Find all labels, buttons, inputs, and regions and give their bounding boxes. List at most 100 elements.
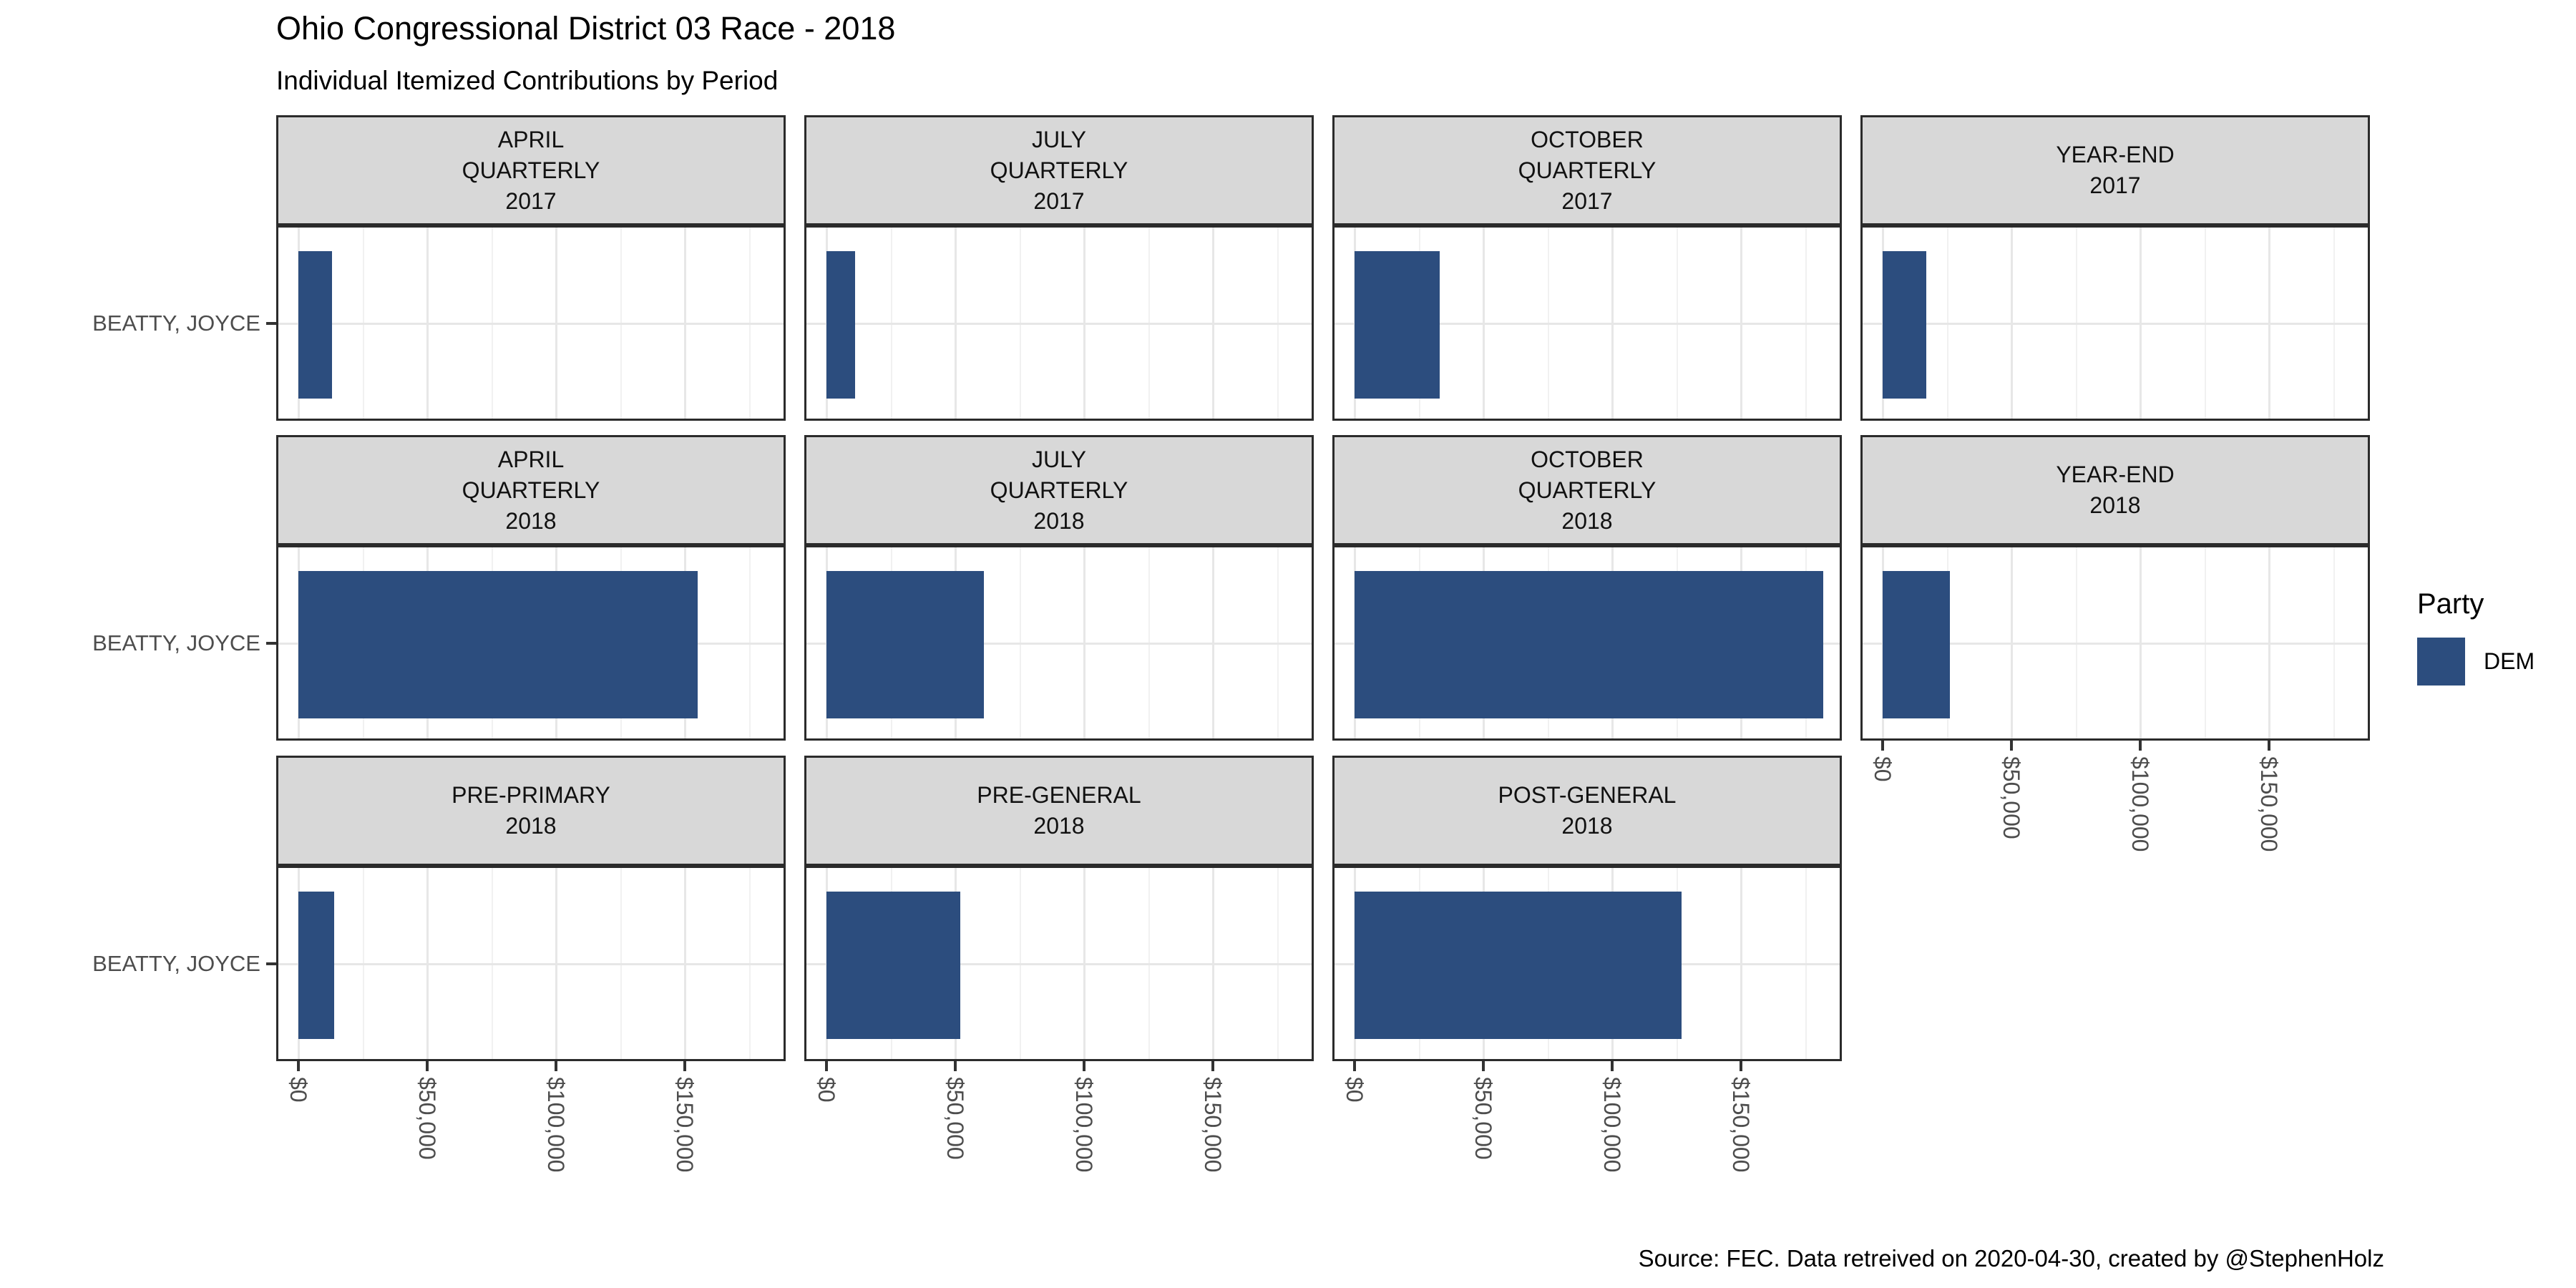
gridline-horizontal <box>806 962 1312 965</box>
x-axis-tick <box>2010 741 2013 751</box>
facet-strip: OCTOBER QUARTERLY 2018 <box>1332 435 1842 545</box>
y-axis-tick <box>266 321 276 325</box>
contribution-bar <box>298 892 334 1039</box>
gridline-horizontal <box>278 962 784 965</box>
x-axis-tick <box>954 1061 957 1071</box>
facet-strip: APRIL QUARTERLY 2017 <box>276 115 786 225</box>
contribution-bar <box>298 251 332 399</box>
facet-strip-label: YEAR-END 2017 <box>2056 142 2175 198</box>
facet-strip-label: OCTOBER QUARTERLY 2018 <box>1518 446 1657 534</box>
chart-subtitle: Individual Itemized Contributions by Per… <box>276 66 779 95</box>
x-axis-tick-label: $100,000 <box>1071 1077 1097 1173</box>
facet-strip: POST-GENERAL 2018 <box>1332 756 1842 866</box>
x-axis-tick-label: $50,000 <box>1999 756 2024 839</box>
x-axis-tick <box>2268 741 2270 751</box>
gridline-horizontal <box>278 322 784 325</box>
y-axis-label: BEATTY, JOYCE <box>92 950 260 976</box>
facet-panel <box>804 866 1314 1061</box>
facet-panel <box>1332 866 1842 1061</box>
facet-strip-label: YEAR-END 2018 <box>2056 462 2175 518</box>
facet-panel <box>276 545 786 741</box>
x-axis-tick-label: $0 <box>1342 1077 1367 1103</box>
x-axis-tick <box>1353 1061 1356 1071</box>
facet-strip: OCTOBER QUARTERLY 2017 <box>1332 115 1842 225</box>
facet-panel <box>276 225 786 421</box>
facet-strip: PRE-PRIMARY 2018 <box>276 756 786 866</box>
facet-strip-label: OCTOBER QUARTERLY 2017 <box>1518 126 1657 214</box>
contribution-bar <box>1883 571 1950 718</box>
facet-panel <box>804 225 1314 421</box>
x-axis-tick <box>1083 1061 1085 1071</box>
x-axis-tick <box>2139 741 2142 751</box>
x-axis-tick-label: $0 <box>286 1077 311 1103</box>
x-axis-tick-label: $50,000 <box>414 1077 440 1160</box>
contribution-bar <box>1355 892 1682 1039</box>
facet-strip-label: APRIL QUARTERLY 2017 <box>462 126 600 214</box>
facet-strip-label: JULY QUARTERLY 2017 <box>990 126 1128 214</box>
legend: Party DEM <box>2417 588 2534 686</box>
y-axis-tick <box>266 641 276 645</box>
gridline-horizontal <box>806 322 1312 325</box>
legend-title: Party <box>2417 588 2484 620</box>
x-axis-tick-label: $100,000 <box>543 1077 569 1173</box>
facet-strip: YEAR-END 2018 <box>1860 435 2370 545</box>
x-axis-tick-label: $100,000 <box>2127 756 2153 852</box>
facet-panel <box>1860 545 2370 741</box>
legend-entries: DEM <box>2417 638 2534 686</box>
facet-panel <box>1332 545 1842 741</box>
facet-strip: YEAR-END 2017 <box>1860 115 2370 225</box>
gridline-horizontal <box>806 642 1312 645</box>
x-axis-tick <box>555 1061 557 1071</box>
x-axis-tick <box>683 1061 686 1071</box>
source-caption: Source: FEC. Data retreived on 2020-04-3… <box>1638 1245 2384 1272</box>
facet-strip: JULY QUARTERLY 2018 <box>804 435 1314 545</box>
x-axis-tick <box>1881 741 1884 751</box>
x-axis-tick <box>297 1061 300 1071</box>
contribution-bar <box>1355 571 1823 718</box>
legend-entry: DEM <box>2417 638 2534 686</box>
x-axis-tick-label: $0 <box>814 1077 839 1103</box>
facet-panel <box>804 545 1314 741</box>
x-axis-tick-label: $150,000 <box>1728 1077 1754 1173</box>
facet-panel <box>276 866 786 1061</box>
contribution-bar <box>826 892 960 1039</box>
legend-entry-label: DEM <box>2484 648 2535 674</box>
x-axis-tick-label: $50,000 <box>942 1077 968 1160</box>
facet-strip-label: POST-GENERAL 2018 <box>1498 782 1677 839</box>
facet-strip: JULY QUARTERLY 2017 <box>804 115 1314 225</box>
contribution-bar <box>1883 251 1926 399</box>
legend-swatch <box>2417 638 2465 686</box>
x-axis-tick-label: $150,000 <box>1200 1077 1226 1173</box>
gridline-horizontal <box>1335 322 1840 325</box>
contribution-bar <box>1355 251 1440 399</box>
x-axis-tick <box>1611 1061 1614 1071</box>
facet-strip-label: PRE-PRIMARY 2018 <box>452 782 610 839</box>
y-axis-label: BEATTY, JOYCE <box>92 630 260 655</box>
contribution-bar <box>826 571 984 718</box>
contribution-bar <box>298 571 698 718</box>
facet-panel <box>1860 225 2370 421</box>
facet-strip: PRE-GENERAL 2018 <box>804 756 1314 866</box>
x-axis-tick <box>825 1061 828 1071</box>
x-axis-tick-label: $150,000 <box>2256 756 2282 852</box>
facet-panel <box>1332 225 1842 421</box>
contribution-bar <box>826 251 855 399</box>
chart-title: Ohio Congressional District 03 Race - 20… <box>276 10 896 47</box>
y-axis-label: BEATTY, JOYCE <box>92 310 260 336</box>
x-axis-tick-label: $100,000 <box>1599 1077 1625 1173</box>
facet-strip-label: PRE-GENERAL 2018 <box>977 782 1141 839</box>
facet-strip-label: JULY QUARTERLY 2018 <box>990 446 1128 534</box>
x-axis-tick-label: $0 <box>1870 756 1896 782</box>
x-axis-tick <box>1482 1061 1485 1071</box>
facet-strip-label: APRIL QUARTERLY 2018 <box>462 446 600 534</box>
x-axis-tick <box>1740 1061 1742 1071</box>
x-axis-tick-label: $150,000 <box>672 1077 698 1173</box>
y-axis-tick <box>266 962 276 965</box>
x-axis-tick-label: $50,000 <box>1470 1077 1496 1160</box>
gridline-horizontal <box>1863 642 2368 645</box>
x-axis-tick <box>1211 1061 1214 1071</box>
facet-strip: APRIL QUARTERLY 2018 <box>276 435 786 545</box>
gridline-horizontal <box>1863 322 2368 325</box>
x-axis-tick <box>426 1061 429 1071</box>
